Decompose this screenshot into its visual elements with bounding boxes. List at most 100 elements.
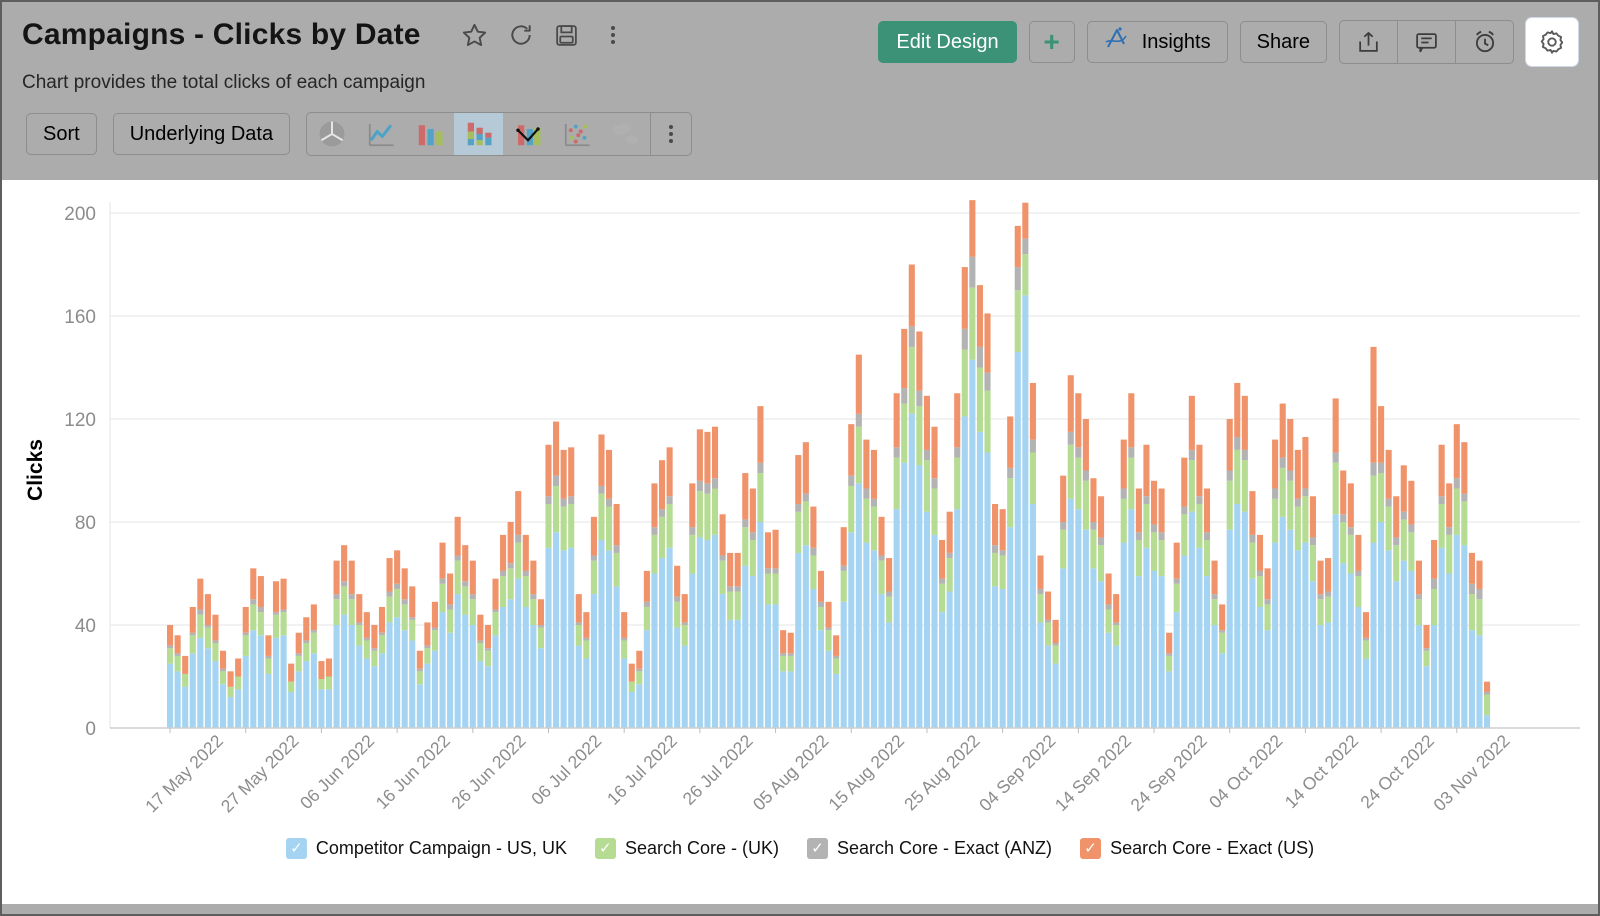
bar-segment[interactable] — [780, 671, 786, 728]
bar-segment[interactable] — [182, 687, 188, 728]
bar-segment[interactable] — [1037, 594, 1043, 622]
bar-segment[interactable] — [424, 622, 430, 645]
bar-segment[interactable] — [250, 568, 256, 599]
bar-segment[interactable] — [659, 509, 665, 517]
bar-segment[interactable] — [371, 666, 377, 728]
bar-segment[interactable] — [826, 651, 832, 728]
bar-segment[interactable] — [667, 447, 673, 496]
bar-segment[interactable] — [220, 684, 226, 728]
bar-segment[interactable] — [720, 594, 726, 728]
bar-segment[interactable] — [1401, 561, 1407, 728]
bar-segment[interactable] — [1280, 468, 1286, 517]
bar-segment[interactable] — [1204, 540, 1210, 576]
bar-segment[interactable] — [1257, 571, 1263, 576]
chart-type-line-icon[interactable] — [356, 113, 405, 155]
bar-segment[interactable] — [1355, 571, 1361, 576]
bar-segment[interactable] — [1348, 483, 1354, 527]
bar-segment[interactable] — [394, 617, 400, 728]
bar-segment[interactable] — [1242, 450, 1248, 460]
bar-segment[interactable] — [969, 200, 975, 257]
bar-segment[interactable] — [750, 532, 756, 540]
settings-gear-icon[interactable] — [1526, 18, 1578, 66]
bar-segment[interactable] — [394, 589, 400, 617]
bar-segment[interactable] — [886, 592, 892, 597]
bar-segment[interactable] — [1212, 561, 1218, 594]
bar-segment[interactable] — [1461, 545, 1467, 728]
bar-segment[interactable] — [424, 646, 430, 649]
bar-segment[interactable] — [901, 388, 907, 403]
bar-segment[interactable] — [1204, 576, 1210, 728]
bar-segment[interactable] — [500, 607, 506, 728]
bar-segment[interactable] — [909, 265, 915, 327]
bar-segment[interactable] — [780, 653, 786, 656]
bar-segment[interactable] — [576, 594, 582, 622]
bar-segment[interactable] — [1037, 589, 1043, 594]
bar-segment[interactable] — [969, 288, 975, 360]
legend-checkbox-icon[interactable]: ✓ — [286, 838, 307, 859]
bar-segment[interactable] — [515, 543, 521, 579]
bar-segment[interactable] — [704, 432, 710, 484]
bar-segment[interactable] — [568, 504, 574, 548]
bar-segment[interactable] — [197, 610, 203, 615]
bar-segment[interactable] — [228, 697, 234, 728]
bar-segment[interactable] — [1000, 550, 1006, 555]
bar-segment[interactable] — [818, 630, 824, 728]
bar-segment[interactable] — [1401, 512, 1407, 520]
bar-segment[interactable] — [1287, 481, 1293, 530]
bar-segment[interactable] — [561, 507, 567, 551]
bar-segment[interactable] — [379, 653, 385, 728]
bar-segment[interactable] — [1416, 594, 1422, 599]
bar-segment[interactable] — [235, 677, 241, 690]
bar-segment[interactable] — [856, 414, 862, 427]
bar-segment[interactable] — [190, 607, 196, 633]
bar-segment[interactable] — [931, 478, 937, 488]
bar-segment[interactable] — [492, 612, 498, 635]
add-button[interactable]: + — [1029, 21, 1075, 63]
bar-segment[interactable] — [265, 674, 271, 728]
bar-segment[interactable] — [977, 285, 983, 347]
bar-segment[interactable] — [1136, 489, 1142, 533]
bar-segment[interactable] — [1386, 499, 1392, 507]
bar-segment[interactable] — [220, 669, 226, 672]
bar-segment[interactable] — [977, 432, 983, 728]
bar-segment[interactable] — [530, 599, 536, 625]
bar-segment[interactable] — [1242, 512, 1248, 728]
bar-segment[interactable] — [916, 331, 922, 390]
bar-segment[interactable] — [916, 406, 922, 465]
bar-segment[interactable] — [212, 640, 218, 643]
bar-segment[interactable] — [1045, 592, 1051, 620]
bar-segment[interactable] — [947, 558, 953, 591]
sort-button[interactable]: Sort — [26, 113, 97, 155]
bar-segment[interactable] — [1439, 504, 1445, 548]
bar-segment[interactable] — [1000, 589, 1006, 728]
bar-segment[interactable] — [1106, 604, 1112, 609]
bar-segment[interactable] — [742, 519, 748, 527]
bar-segment[interactable] — [1484, 682, 1490, 692]
bar-segment[interactable] — [1439, 496, 1445, 504]
bar-segment[interactable] — [311, 653, 317, 728]
bar-segment[interactable] — [508, 568, 514, 599]
bar-segment[interactable] — [1143, 548, 1149, 728]
bar-segment[interactable] — [220, 671, 226, 684]
bar-segment[interactable] — [1219, 633, 1225, 654]
bar-segment[interactable] — [697, 429, 703, 481]
bar-segment[interactable] — [485, 648, 491, 651]
bar-segment[interactable] — [1075, 458, 1081, 510]
bar-segment[interactable] — [1000, 509, 1006, 550]
bar-segment[interactable] — [1136, 532, 1142, 540]
bar-segment[interactable] — [810, 589, 816, 728]
bar-segment[interactable] — [803, 494, 809, 502]
bar-segment[interactable] — [1075, 447, 1081, 457]
bar-segment[interactable] — [1007, 416, 1013, 468]
bar-segment[interactable] — [992, 504, 998, 545]
bar-segment[interactable] — [576, 625, 582, 646]
bar-segment[interactable] — [175, 653, 181, 656]
bar-segment[interactable] — [1189, 512, 1195, 728]
bar-segment[interactable] — [818, 602, 824, 607]
bar-segment[interactable] — [712, 489, 718, 535]
bar-segment[interactable] — [1060, 476, 1066, 522]
bar-segment[interactable] — [1022, 295, 1028, 728]
bar-segment[interactable] — [1189, 460, 1195, 512]
bar-segment[interactable] — [439, 579, 445, 584]
bar-segment[interactable] — [735, 553, 741, 586]
